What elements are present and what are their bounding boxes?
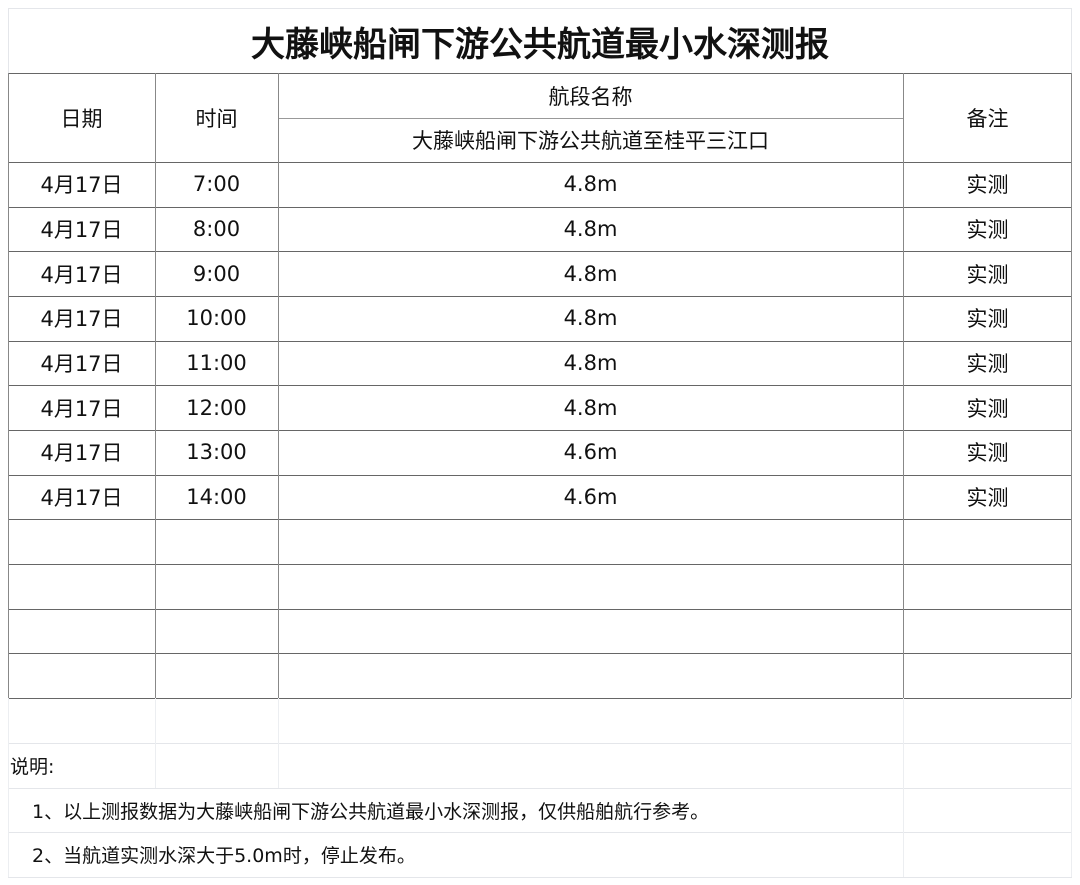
grid-line [278, 697, 279, 788]
cell-remark: 实测 [966, 396, 1009, 421]
grid-line [8, 832, 1072, 833]
grid-line [278, 73, 279, 698]
cell-remark: 实测 [966, 351, 1009, 376]
note-item: 2、当航道实测水深大于5.0m时，停止发布。 [32, 845, 416, 867]
cell-remark: 实测 [966, 262, 1009, 287]
grid-line [8, 608, 1072, 610]
cell-time: 13:00 [186, 440, 247, 465]
cell-depth [278, 653, 903, 698]
grid-line [1071, 697, 1072, 877]
grid-line [8, 73, 1072, 74]
grid-line [8, 162, 1072, 163]
note-item: 1、以上测报数据为大藤峡船闸下游公共航道最小水深测报，仅供船舶航行参考。 [32, 800, 710, 823]
grid-line [8, 206, 1072, 208]
cell-time: 14:00 [186, 484, 247, 509]
cell-time: 12:00 [186, 395, 247, 420]
cell-depth [278, 564, 903, 609]
cell-date [8, 519, 155, 564]
cell-time: 11:00 [186, 350, 247, 375]
cell-date: 4月17日 [40, 217, 123, 242]
cell-remark: 实测 [966, 485, 1009, 510]
cell-depth [278, 609, 903, 654]
cell-date [8, 609, 155, 654]
header-remark: 备注 [966, 106, 1009, 131]
grid-line [8, 295, 1072, 297]
grid-line [8, 340, 1072, 342]
cell-date [8, 564, 155, 609]
grid-line [903, 697, 904, 877]
grid-line [8, 653, 1072, 655]
cell-date: 4月17日 [40, 396, 123, 421]
cell-date: 4月17日 [40, 307, 123, 332]
cell-depth: 4.8m [563, 350, 618, 375]
cell-time [155, 564, 278, 609]
cell-time: 10:00 [186, 306, 247, 331]
cell-remark: 实测 [966, 441, 1009, 466]
cell-date: 4月17日 [40, 485, 123, 510]
cell-time [155, 653, 278, 698]
cell-time: 7:00 [192, 172, 241, 197]
cell-remark [903, 609, 1072, 654]
cell-time: 9:00 [192, 261, 241, 286]
cell-depth: 4.6m [563, 484, 618, 509]
grid-line [8, 73, 9, 698]
cell-date: 4月17日 [40, 351, 123, 376]
notes-label: 说明: [10, 756, 55, 778]
grid-line [8, 697, 9, 877]
cell-remark: 实测 [966, 307, 1009, 332]
cell-depth: 4.8m [563, 172, 618, 197]
grid-line [903, 73, 904, 698]
header-section: 大藤峡船闸下游公共航道至桂平三江口 [412, 129, 769, 153]
grid-line [155, 697, 156, 788]
cell-depth: 4.8m [563, 216, 618, 241]
header-section-name: 航段名称 [548, 84, 633, 109]
cell-depth: 4.8m [563, 395, 618, 420]
grid-line [8, 429, 1072, 431]
grid-line [8, 474, 1072, 476]
cell-remark: 实测 [966, 173, 1009, 198]
cell-date: 4月17日 [40, 173, 123, 198]
grid-line [8, 251, 1072, 253]
cell-depth [278, 519, 903, 564]
cell-time [155, 519, 278, 564]
grid-line [8, 788, 1072, 789]
grid-line [155, 73, 156, 698]
cell-depth: 4.6m [563, 440, 618, 465]
header-time: 时间 [195, 106, 238, 131]
grid-line [8, 877, 1072, 878]
grid-line [8, 519, 1072, 521]
cell-time: 8:00 [192, 216, 241, 241]
grid-line [8, 697, 1072, 699]
cell-depth: 4.8m [563, 306, 618, 331]
cell-depth: 4.8m [563, 261, 618, 286]
cell-remark [903, 653, 1072, 698]
grid-line [8, 743, 1072, 744]
grid-line [8, 385, 1072, 387]
cell-remark [903, 564, 1072, 609]
grid-line [8, 563, 1072, 565]
cell-remark [903, 519, 1072, 564]
cell-date: 4月17日 [40, 262, 123, 287]
grid-line [1071, 73, 1072, 698]
cell-time [155, 609, 278, 654]
header-date: 日期 [60, 106, 103, 131]
cell-remark: 实测 [966, 217, 1009, 242]
cell-date: 4月17日 [40, 441, 123, 466]
cell-date [8, 653, 155, 698]
page-title: 大藤峡船闸下游公共航道最小水深测报 [8, 8, 1072, 74]
